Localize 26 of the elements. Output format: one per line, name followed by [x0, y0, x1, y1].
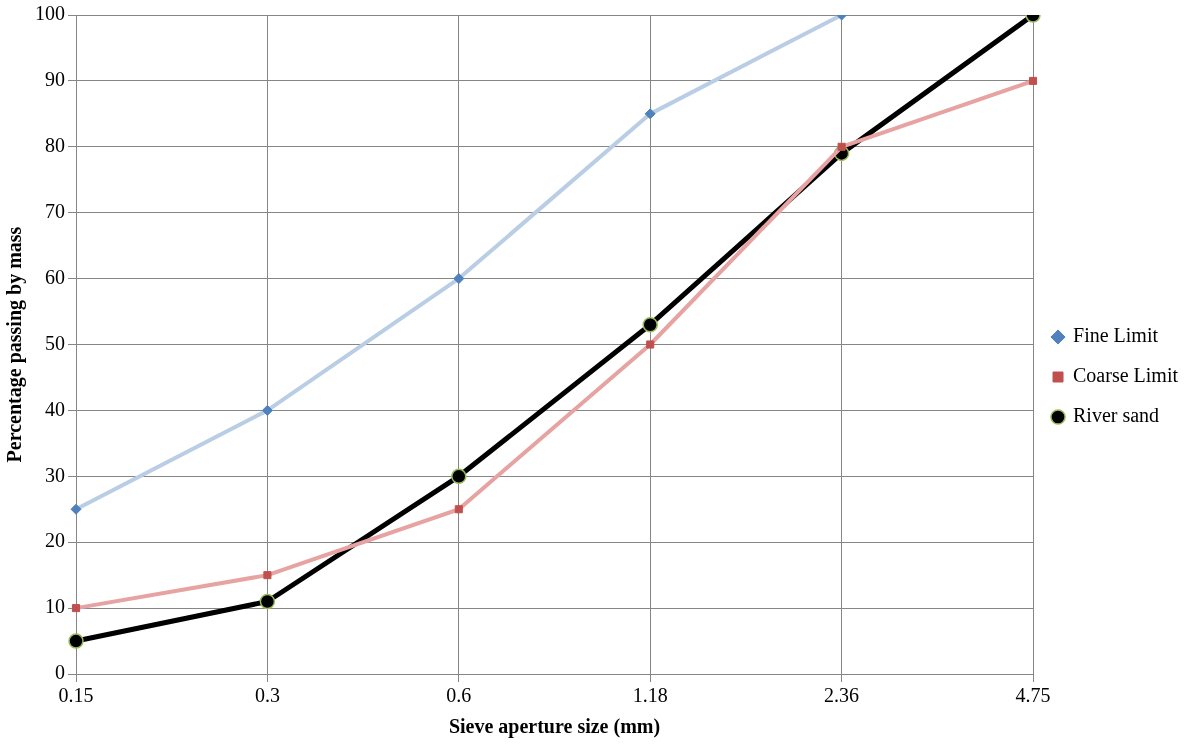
x-tick-label: 2.36	[824, 684, 860, 707]
y-tick-label: 30	[45, 463, 65, 486]
legend-label: River sand	[1073, 404, 1160, 427]
x-tick-label: 1.18	[632, 684, 668, 707]
point	[451, 468, 467, 485]
y-tick-label: 40	[45, 397, 65, 420]
y-tick-label: 70	[45, 199, 65, 222]
y-tick-label: 50	[45, 331, 65, 354]
point	[259, 593, 276, 610]
legend-label: Fine Limit	[1073, 324, 1159, 347]
y-tick-label: 60	[45, 265, 65, 288]
y-tick-label: 0	[55, 661, 65, 684]
x-tick-label: 0.6	[446, 684, 472, 707]
x-tick-label: 0.3	[254, 684, 280, 707]
x-axis-title: Sieve aperture size (mm)	[448, 715, 661, 739]
y-tick-label: 20	[45, 529, 65, 552]
y-tick-label: 80	[45, 134, 65, 157]
point	[642, 316, 658, 333]
point	[68, 633, 84, 649]
y-tick-label: 90	[45, 68, 65, 91]
x-tick-label: 0.15	[58, 684, 94, 707]
y-tick-label: 100	[35, 2, 65, 25]
x-tick-label: 4.75	[1015, 684, 1051, 707]
y-axis-title: Percentage passing by mass	[3, 226, 27, 463]
legend-label: Coarse Limit	[1073, 364, 1179, 387]
y-tick-label: 10	[45, 595, 65, 618]
